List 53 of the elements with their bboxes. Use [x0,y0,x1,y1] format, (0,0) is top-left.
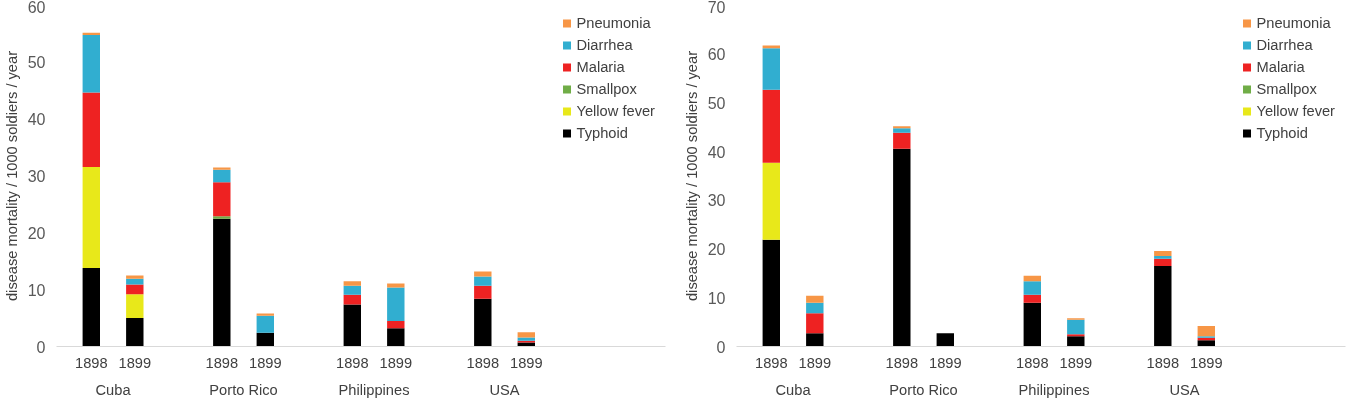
y-axis-title: disease mortality / 1000 soldiers / year [683,50,700,302]
legend-label: Malaria [576,59,625,75]
legend-label: Yellow fever [1256,103,1335,119]
y-tick-label: 20 [707,241,726,259]
text: Philippines [338,381,410,398]
x-tick-label: 1899 [929,354,962,371]
legend-label: Smallpox [1256,81,1317,97]
y-tick-label: 10 [27,281,46,299]
y-tick-label: 70 [707,0,726,16]
text: Cuba [775,381,812,398]
legend-label: Pneumonia [576,15,651,31]
legend-label: Diarrhea [576,37,633,53]
y-tick-label: 10 [707,289,726,307]
y-tick-label: 30 [27,168,46,185]
x-tick-label: 1899 [118,354,152,371]
x-tick-label: 1898 [885,354,919,371]
x-tick-label: 1898 [1016,354,1049,371]
legend-label: Diarrhea [1256,37,1313,53]
text: USA [1169,381,1200,398]
text: Cuba [95,381,132,398]
text: USA [489,381,520,398]
x-tick-label: 1899 [798,354,832,371]
y-tick-label: 20 [27,224,46,242]
y-tick-label: 50 [707,94,726,112]
x-tick-label: 1898 [336,354,369,371]
legend-label: Smallpox [576,81,637,97]
x-tick-label: 1898 [466,354,500,371]
y-tick-label: 60 [27,0,46,16]
y-tick-label: 50 [27,54,46,72]
y-tick-label: 30 [707,192,726,210]
y-tick-label: 40 [27,111,46,129]
x-tick-label: 1899 [379,354,413,371]
legend-label: Malaria [1256,59,1305,75]
text: Porto Rico [209,381,278,398]
y-tick-label: 0 [36,338,46,356]
x-tick-label: 1899 [1059,354,1093,371]
legend-label: Typhoid [1256,125,1308,141]
text: Philippines [1018,381,1090,398]
x-tick-label: 1898 [75,354,108,371]
x-tick-label: 1898 [755,354,788,371]
legend-label: Pneumonia [1256,15,1331,31]
legend-label: Yellow fever [576,103,655,119]
x-tick-label: 1899 [249,354,282,371]
y-tick-label: 60 [707,46,726,64]
x-tick-label: 1898 [205,354,239,371]
y-tick-label: 0 [716,338,726,356]
y-tick-label: 40 [707,143,726,161]
legend-label: Typhoid [576,125,628,141]
x-tick-label: 1899 [1190,354,1223,371]
x-tick-label: 1898 [1146,354,1180,371]
x-tick-label: 1899 [510,354,543,371]
text: Porto Rico [889,381,958,398]
y-axis-title: disease mortality / 1000 soldiers / year [3,50,20,302]
